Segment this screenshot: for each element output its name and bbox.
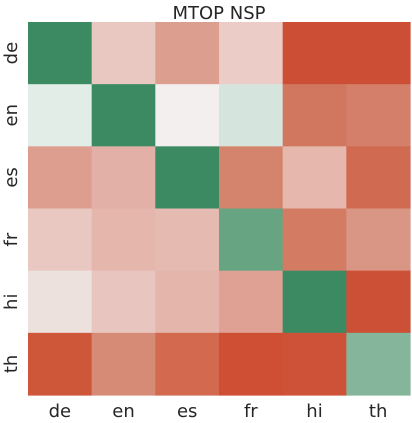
heatmap-cell-en-es <box>155 84 220 147</box>
heatmap-cell-es-fr <box>219 146 284 210</box>
heatmap-cell-de-es <box>155 22 220 85</box>
chart-title: MTOP NSP <box>172 3 265 24</box>
heatmap-cell-th-es <box>155 332 220 396</box>
heatmap-cell-hi-th <box>346 270 411 334</box>
x-tick-labels: de en es fr hi th <box>49 401 388 422</box>
heatmap-cell-th-en <box>91 332 156 396</box>
heatmap-cell-de-fr <box>219 22 284 85</box>
heatmap-cell-th-hi <box>282 332 347 396</box>
y-tick-label-en: en <box>1 104 22 126</box>
x-tick-label-fr: fr <box>244 401 258 422</box>
heatmap-cell-hi-fr <box>219 270 284 334</box>
heatmap-cell-en-fr <box>219 84 284 147</box>
heatmap-cell-de-en <box>91 22 156 85</box>
heatmap-cell-fr-fr <box>219 208 284 272</box>
y-tick-label-es: es <box>1 167 22 187</box>
heatmap-cell-en-de <box>28 84 93 147</box>
heatmap-cell-th-fr <box>219 332 284 396</box>
x-tick-label-de: de <box>49 401 72 422</box>
y-tick-label-fr: fr <box>1 232 22 246</box>
y-tick-label-hi: hi <box>1 294 22 310</box>
heatmap-cell-fr-hi <box>282 208 347 272</box>
heatmap-cell-es-en <box>91 146 156 210</box>
heatmap-cell-en-th <box>346 84 411 147</box>
heatmap-cell-hi-hi <box>282 270 347 334</box>
heatmap-cell-hi-de <box>28 270 93 334</box>
heatmap-cell-th-de <box>28 332 93 396</box>
x-tick-label-en: en <box>112 401 134 422</box>
x-tick-label-es: es <box>177 401 197 422</box>
heatmap-cell-fr-th <box>346 208 411 272</box>
heatmap-cell-es-th <box>346 146 411 210</box>
heatmap-cells <box>28 22 411 396</box>
heatmap-cell-de-th <box>346 22 411 85</box>
heatmap-cell-fr-de <box>28 208 93 272</box>
heatmap-cell-hi-es <box>155 270 220 334</box>
heatmap-cell-en-hi <box>282 84 347 147</box>
heatmap-cell-es-de <box>28 146 93 210</box>
heatmap-cell-de-de <box>28 22 93 85</box>
heatmap-cell-en-en <box>91 84 156 147</box>
heatmap-cell-hi-en <box>91 270 156 334</box>
heatmap-cell-fr-es <box>155 208 220 272</box>
heatmap-cell-th-th <box>346 332 411 396</box>
heatmap-cell-es-es <box>155 146 220 210</box>
heatmap-cell-es-hi <box>282 146 347 210</box>
x-tick-label-th: th <box>369 401 387 422</box>
heatmap-cell-fr-en <box>91 208 156 272</box>
x-tick-label-hi: hi <box>306 401 322 422</box>
y-tick-label-th: th <box>1 355 22 373</box>
y-tick-labels: de en es fr hi th <box>1 42 22 373</box>
heatmap-cell-de-hi <box>282 22 347 85</box>
y-tick-label-de: de <box>1 42 22 65</box>
